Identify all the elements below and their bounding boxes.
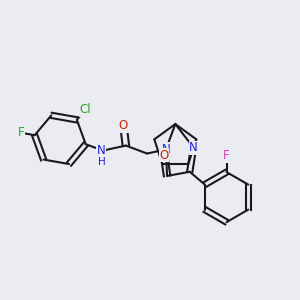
Text: N: N <box>97 144 106 157</box>
Text: F: F <box>223 149 230 162</box>
Text: N: N <box>161 143 170 156</box>
Text: O: O <box>160 149 169 162</box>
Text: H: H <box>98 158 105 167</box>
Text: N: N <box>189 141 198 154</box>
Text: F: F <box>17 126 24 139</box>
Text: Cl: Cl <box>80 103 91 116</box>
Text: O: O <box>119 119 128 132</box>
